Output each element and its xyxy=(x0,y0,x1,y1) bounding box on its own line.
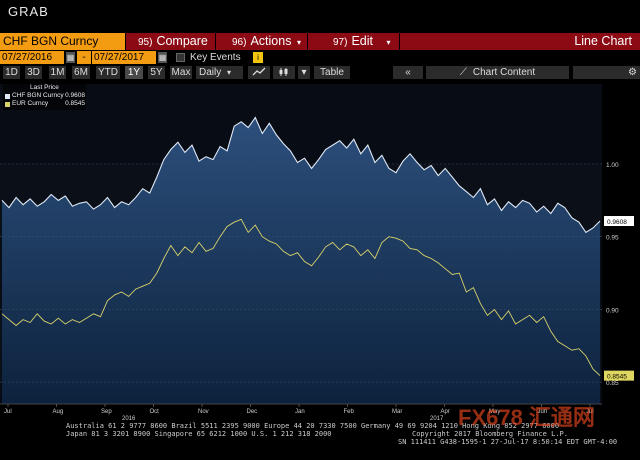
period-1d-button[interactable]: 1D xyxy=(3,66,20,79)
edit-dropdown-icon: ▾ xyxy=(386,38,391,47)
table-button[interactable]: Table xyxy=(314,66,350,79)
compare-label: Compare xyxy=(156,34,208,48)
period-ytd-button[interactable]: YTD xyxy=(96,66,120,79)
actions-number: 96) xyxy=(232,37,247,48)
period-6m-button[interactable]: 6M xyxy=(72,66,90,79)
x-tick-label: Jan xyxy=(295,409,305,415)
plot-band xyxy=(0,84,602,164)
footer-session-info: SN 111411 G438-1595-1 27-Jul-17 8:50:14 … xyxy=(398,438,618,446)
period-3d-button[interactable]: 3D xyxy=(25,66,42,79)
footer-copyright: Copyright 2017 Bloomberg Finance L.P. xyxy=(412,430,568,438)
series-line-eur xyxy=(1,218,601,376)
y-tick-label: 0.95 xyxy=(606,235,619,242)
compare-button[interactable]: 95) Compare xyxy=(126,33,215,50)
ticker-field[interactable]: CHF BGN Curncy xyxy=(0,33,125,50)
chart-area: 0.85 0.90 0.95 1.00 0.9608 0.8545 Jul Aug Sep Oct… xyxy=(0,80,640,460)
grab-title: GRAB xyxy=(8,4,49,19)
edit-button[interactable]: 97) Edit ▾ xyxy=(308,33,399,50)
last-price-label: 0.9608 xyxy=(607,219,627,226)
chart-type-dropdown-icon[interactable]: ▾ xyxy=(298,66,310,79)
x-tick-label: May xyxy=(489,409,500,415)
line-chart-type-icon[interactable] xyxy=(248,66,270,79)
x-year-label: 2016 xyxy=(122,416,136,422)
last-price-label: 0.8545 xyxy=(607,374,627,381)
x-tick-label: Jun xyxy=(538,409,548,415)
legend-name-eur: EUR Curncy xyxy=(12,100,49,107)
x-tick-label: Sep xyxy=(101,409,112,415)
frequency-dropdown-icon: ▾ xyxy=(227,68,232,77)
actions-dropdown-icon: ▾ xyxy=(296,38,301,47)
legend-value-eur: 0.8545 xyxy=(65,100,85,107)
x-tick-label: Apr xyxy=(441,409,450,415)
actions-button[interactable]: 96) Actions ▾ xyxy=(216,33,307,50)
chart-content-label: Chart Content xyxy=(472,67,536,78)
edit-label: Edit xyxy=(351,34,373,48)
y-tick-label: 0.90 xyxy=(606,307,619,314)
period-5y-button[interactable]: 5Y xyxy=(148,66,165,79)
footer-contacts-2: Japan 81 3 3201 8900 Singapore 65 6212 1… xyxy=(66,430,332,438)
end-date-input[interactable]: 07/27/2017 xyxy=(92,51,156,64)
key-events-label: Key Events xyxy=(190,52,241,63)
key-events-checkbox[interactable] xyxy=(176,53,185,62)
gear-icon[interactable]: ⚙ xyxy=(573,66,640,79)
x-tick-label: Mar xyxy=(392,409,402,415)
footer: Australia 61 2 9777 8600 Brazil 5511 239… xyxy=(0,418,640,460)
line-chart-button[interactable]: Line Chart xyxy=(400,33,640,50)
period-max-button[interactable]: Max xyxy=(170,66,192,79)
legend-item-eur: EUR Curncy 0.8545 xyxy=(5,100,85,108)
series-line-chf xyxy=(1,116,601,234)
frequency-label: Daily xyxy=(199,67,222,78)
legend-name-chf: CHF BGN Curncy xyxy=(12,92,64,99)
last-price-tag xyxy=(604,370,634,381)
compare-number: 95) xyxy=(138,37,153,48)
key-events-info-icon[interactable]: i xyxy=(253,52,263,63)
x-tick-label: Feb xyxy=(344,409,355,415)
x-tick-label: Aug xyxy=(53,409,64,415)
legend-swatch-chf xyxy=(5,94,10,99)
actions-label: Actions xyxy=(250,34,292,48)
date-toolbar: 07/27/2016 ▦ - 07/27/2017 ▦ Key Events i xyxy=(0,51,640,64)
legend-value-chf: 0.9608 xyxy=(65,92,85,99)
period-1y-button[interactable]: 1Y xyxy=(125,66,143,79)
chart-content-icon: ⟋ xyxy=(459,67,467,78)
main-toolbar: CHF BGN Curncy 95) Compare 96) Actions ▾ 9… xyxy=(0,33,640,50)
period-1m-button[interactable]: 1M xyxy=(49,66,66,79)
x-tick-label: Jul xyxy=(4,409,12,415)
legend-item-chf: CHF BGN Curncy 0.9608 xyxy=(5,92,85,100)
start-calendar-icon[interactable]: ▦ xyxy=(66,52,75,63)
x-tick-label: Oct xyxy=(150,409,160,415)
x-tick-label: Dec xyxy=(247,409,258,415)
y-axis-panel xyxy=(602,84,640,418)
date-separator: - xyxy=(77,51,91,64)
watermark-logo: FX678 汇通网 xyxy=(458,405,595,430)
y-tick-label: 0.85 xyxy=(606,380,619,387)
line-chart-label: Line Chart xyxy=(574,34,632,48)
chart-legend: Last Price CHF BGN Curncy 0.9608 EUR Cur… xyxy=(3,82,86,110)
start-date-input[interactable]: 07/27/2016 xyxy=(0,51,64,64)
legend-swatch-eur xyxy=(5,102,10,107)
x-tick-label: Jul xyxy=(586,409,594,415)
frequency-select[interactable]: Daily ▾ xyxy=(196,66,243,79)
x-year-label: 2017 xyxy=(430,416,444,422)
chart-content-button[interactable]: ⟋ Chart Content xyxy=(426,66,569,79)
x-tick-label: Nov xyxy=(198,409,209,415)
legend-header: Last Price xyxy=(30,84,59,91)
y-tick-label: 1.00 xyxy=(606,162,619,169)
footer-contacts-1: Australia 61 2 9777 8600 Brazil 5511 239… xyxy=(66,422,560,430)
edit-number: 97) xyxy=(333,37,348,48)
end-calendar-icon[interactable]: ▦ xyxy=(158,52,167,63)
last-price-tag xyxy=(604,216,634,227)
period-toolbar: 1D 3D 1M 6M YTD 1Y 5Y Max Daily ▾ ▾ Tabl… xyxy=(0,66,640,79)
candle-chart-icon[interactable] xyxy=(273,66,295,79)
collapse-icon[interactable]: « xyxy=(393,66,423,79)
